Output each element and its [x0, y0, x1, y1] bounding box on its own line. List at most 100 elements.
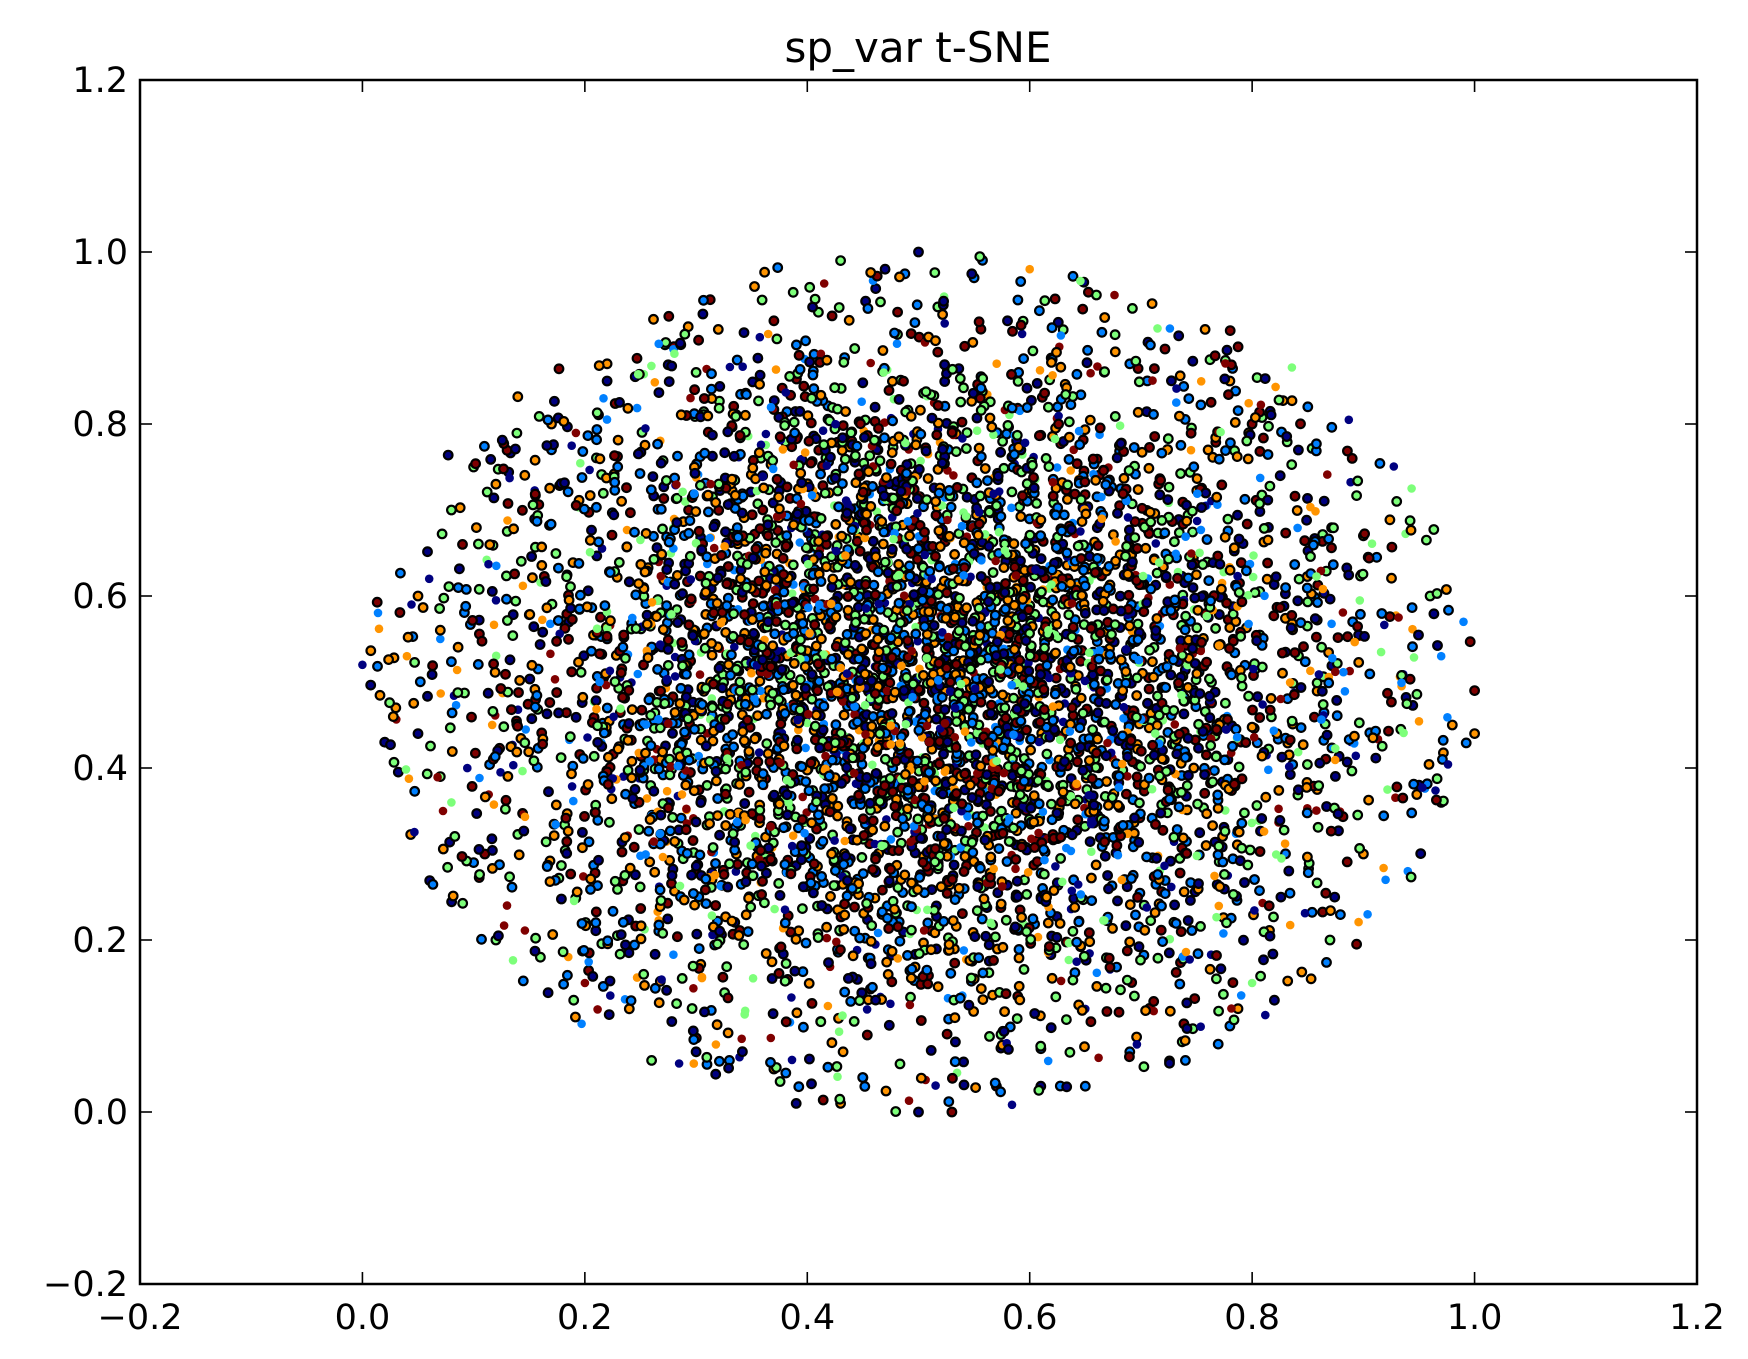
scatter-point	[1359, 528, 1370, 540]
scatter-point	[766, 1033, 776, 1043]
scatter-point	[958, 866, 970, 877]
scatter-point	[1148, 749, 1160, 761]
scatter-point	[739, 798, 751, 809]
scatter-point	[856, 852, 868, 863]
scatter-point	[714, 381, 726, 392]
scatter-point	[502, 901, 512, 910]
scatter-point	[641, 424, 650, 433]
scatter-point	[970, 1082, 981, 1093]
scatter-point	[975, 404, 987, 416]
scatter-point	[1265, 409, 1277, 421]
scatter-point	[804, 356, 816, 368]
scatter-point	[882, 567, 894, 579]
scatter-point	[502, 498, 514, 509]
scatter-point	[1194, 827, 1206, 839]
scatter-point	[1262, 557, 1273, 569]
scatter-point	[1404, 515, 1416, 527]
scatter-point	[553, 707, 564, 719]
scatter-point	[402, 651, 412, 661]
scatter-point	[720, 526, 731, 538]
scatter-point	[737, 1046, 748, 1058]
scatter-point	[1013, 952, 1025, 964]
scatter-point	[1015, 319, 1027, 331]
scatter-point	[1324, 934, 1336, 946]
scatter-point	[986, 421, 998, 433]
scatter-point	[1293, 573, 1305, 585]
scatter-point	[647, 361, 656, 371]
scatter-point	[1302, 401, 1314, 413]
scatter-point	[779, 420, 791, 431]
scatter-point	[649, 948, 661, 960]
scatter-point	[1117, 730, 1128, 742]
scatter-point	[371, 596, 383, 608]
scatter-point	[482, 687, 494, 699]
scatter-point	[1017, 575, 1029, 586]
scatter-point	[804, 1053, 815, 1065]
scatter-point	[857, 377, 869, 389]
scatter-point	[1254, 885, 1265, 896]
scatter-point	[1173, 410, 1185, 422]
scatter-point	[1172, 384, 1181, 393]
scatter-point	[410, 827, 419, 837]
scatter-point	[672, 450, 683, 462]
scatter-point	[576, 458, 585, 468]
scatter-point	[575, 589, 586, 601]
scatter-point	[1049, 293, 1061, 305]
scatter-point	[993, 843, 1005, 854]
scatter-point	[1039, 387, 1050, 399]
scatter-point	[1016, 911, 1027, 923]
scatter-point	[975, 382, 987, 394]
scatter-point	[663, 376, 675, 388]
scatter-point	[1183, 393, 1195, 405]
scatter-point	[722, 561, 734, 572]
scatter-point	[806, 998, 818, 1009]
scatter-point	[513, 687, 524, 698]
scatter-point	[849, 560, 861, 571]
scatter-point	[815, 576, 827, 587]
scatter-point	[894, 935, 906, 947]
scatter-point	[623, 576, 635, 588]
scatter-point	[444, 722, 456, 734]
scatter-point	[1261, 1010, 1270, 1020]
scatter-point	[541, 602, 553, 614]
scatter-point	[1035, 553, 1047, 565]
scatter-point	[490, 478, 502, 490]
scatter-point	[1151, 720, 1163, 731]
scatter-point	[1186, 445, 1196, 455]
scatter-point	[671, 492, 683, 504]
scatter-point	[641, 609, 653, 621]
scatter-point	[562, 825, 574, 837]
scatter-point	[1248, 572, 1258, 582]
scatter-point	[628, 613, 637, 623]
scatter-point	[838, 356, 850, 368]
scatter-point	[885, 632, 897, 644]
scatter-point	[800, 335, 811, 347]
chart-title: sp_var t-SNE	[785, 23, 1052, 72]
scatter-point	[886, 945, 898, 957]
scatter-point	[533, 411, 545, 422]
scatter-point	[812, 685, 823, 697]
scatter-point	[510, 443, 521, 455]
scatter-point	[1018, 353, 1029, 365]
scatter-point	[1002, 615, 1014, 626]
scatter-point	[598, 727, 610, 739]
scatter-point	[1210, 973, 1222, 985]
scatter-point	[1380, 620, 1389, 630]
scatter-point	[570, 711, 582, 723]
scatter-point	[999, 702, 1011, 714]
scatter-point	[997, 882, 1007, 891]
scatter-point	[899, 869, 911, 881]
scatter-point	[1407, 641, 1418, 653]
scatter-point	[1214, 901, 1224, 911]
scatter-point	[1113, 1006, 1125, 1018]
scatter-point	[1034, 828, 1043, 838]
scatter-point	[1340, 687, 1350, 696]
scatter-point	[1318, 495, 1330, 507]
scatter-point	[979, 463, 991, 474]
scatter-point	[1062, 479, 1073, 491]
scatter-point	[677, 660, 688, 672]
scatter-point	[911, 299, 923, 311]
scatter-point	[1199, 787, 1211, 799]
scatter-point	[1149, 431, 1161, 442]
scatter-point	[630, 589, 642, 601]
